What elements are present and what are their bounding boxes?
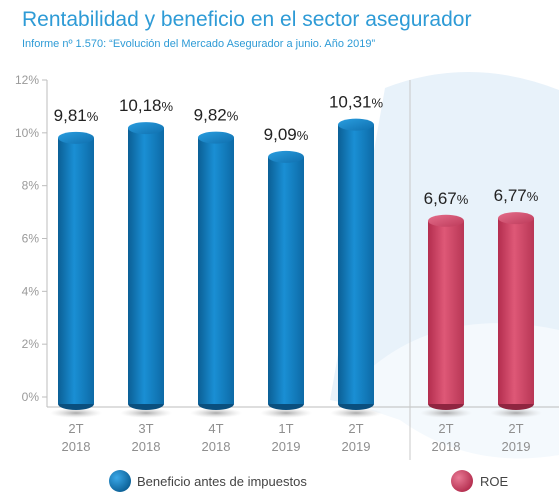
chart-title: Rentabilidad y beneficio en el sector as… <box>22 8 472 31</box>
bar-shadow <box>490 408 542 418</box>
legend-label-roe: ROE <box>480 474 509 489</box>
y-tick-label: 0% <box>22 390 40 404</box>
legend-marker-pink <box>451 470 473 492</box>
bar-shadow <box>260 408 312 418</box>
bar-roe <box>498 218 534 404</box>
y-tick-label: 10% <box>15 126 39 140</box>
bar-beneficio <box>58 137 94 405</box>
category-label-year: 2018 <box>432 439 461 454</box>
chart-subtitle: Informe nº 1.570: “Evolución del Mercado… <box>22 38 376 50</box>
bar-top <box>428 214 464 227</box>
value-label: 9,81% <box>54 106 99 125</box>
bar-top <box>198 131 234 144</box>
bar-top <box>338 118 374 131</box>
bar-beneficio <box>198 137 234 405</box>
y-tick-label: 8% <box>22 179 40 193</box>
legend: Beneficio antes de impuestos ROE <box>109 470 509 492</box>
bar-roe <box>428 220 464 404</box>
bar-shadow <box>420 408 472 418</box>
category-label-year: 2019 <box>502 439 531 454</box>
category-label-year: 2018 <box>202 439 231 454</box>
bar-top <box>58 131 94 144</box>
category-label-year: 2018 <box>132 439 161 454</box>
bar-shadow <box>330 408 382 418</box>
value-label: 9,09% <box>264 125 309 144</box>
category-label-year: 2019 <box>272 439 301 454</box>
category-label-quarter: 2T <box>348 421 363 436</box>
bar-top <box>268 150 304 163</box>
category-label-quarter: 2T <box>508 421 523 436</box>
category-label-year: 2018 <box>62 439 91 454</box>
category-label-year: 2019 <box>342 439 371 454</box>
category-label-quarter: 2T <box>438 421 453 436</box>
value-label: 10,31% <box>329 93 384 112</box>
bar-shadow <box>50 408 102 418</box>
y-tick-label: 4% <box>22 284 40 298</box>
category-label-quarter: 4T <box>208 421 223 436</box>
value-label: 9,82% <box>194 106 239 125</box>
value-label: 6,67% <box>424 189 469 208</box>
bar-beneficio <box>128 128 164 404</box>
y-tick-label: 12% <box>15 73 39 87</box>
bar-beneficio <box>268 156 304 404</box>
category-label-quarter: 2T <box>68 421 83 436</box>
category-label-quarter: 1T <box>278 421 293 436</box>
bar-shadow <box>120 408 172 418</box>
value-label: 10,18% <box>119 96 174 115</box>
y-tick-label: 2% <box>22 337 40 351</box>
y-tick-label: 6% <box>22 232 40 246</box>
bar-beneficio <box>338 124 374 404</box>
value-label: 6,77% <box>494 186 539 205</box>
bar-shadow <box>190 408 242 418</box>
legend-marker-blue <box>109 470 131 492</box>
bar-top <box>498 212 534 225</box>
bar-top <box>128 122 164 135</box>
category-label-quarter: 3T <box>138 421 153 436</box>
legend-label-beneficio: Beneficio antes de impuestos <box>137 474 307 489</box>
